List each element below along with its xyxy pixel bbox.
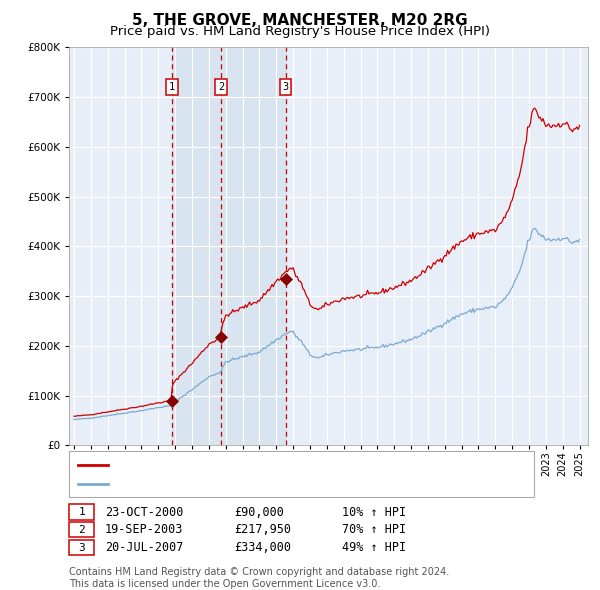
Text: 3: 3	[283, 82, 289, 92]
Text: Contains HM Land Registry data © Crown copyright and database right 2024.
This d: Contains HM Land Registry data © Crown c…	[69, 567, 449, 589]
Text: 23-OCT-2000: 23-OCT-2000	[105, 506, 184, 519]
Text: 1: 1	[169, 82, 175, 92]
Text: 70% ↑ HPI: 70% ↑ HPI	[342, 523, 406, 536]
Text: 3: 3	[78, 543, 85, 552]
Text: £217,950: £217,950	[234, 523, 291, 536]
Text: £334,000: £334,000	[234, 541, 291, 554]
Text: Price paid vs. HM Land Registry's House Price Index (HPI): Price paid vs. HM Land Registry's House …	[110, 25, 490, 38]
Text: HPI: Average price, detached house, Manchester: HPI: Average price, detached house, Manc…	[115, 477, 403, 490]
Text: 49% ↑ HPI: 49% ↑ HPI	[342, 541, 406, 554]
Text: 5, THE GROVE, MANCHESTER, M20 2RG: 5, THE GROVE, MANCHESTER, M20 2RG	[132, 13, 468, 28]
Text: 2: 2	[218, 82, 224, 92]
Text: 5, THE GROVE, MANCHESTER, M20 2RG (detached house): 5, THE GROVE, MANCHESTER, M20 2RG (detac…	[115, 458, 457, 471]
Text: 1: 1	[78, 507, 85, 517]
Text: 20-JUL-2007: 20-JUL-2007	[105, 541, 184, 554]
Bar	[172, 47, 286, 445]
Text: 2: 2	[78, 525, 85, 535]
Text: £90,000: £90,000	[234, 506, 284, 519]
Text: 10% ↑ HPI: 10% ↑ HPI	[342, 506, 406, 519]
Text: 19-SEP-2003: 19-SEP-2003	[105, 523, 184, 536]
